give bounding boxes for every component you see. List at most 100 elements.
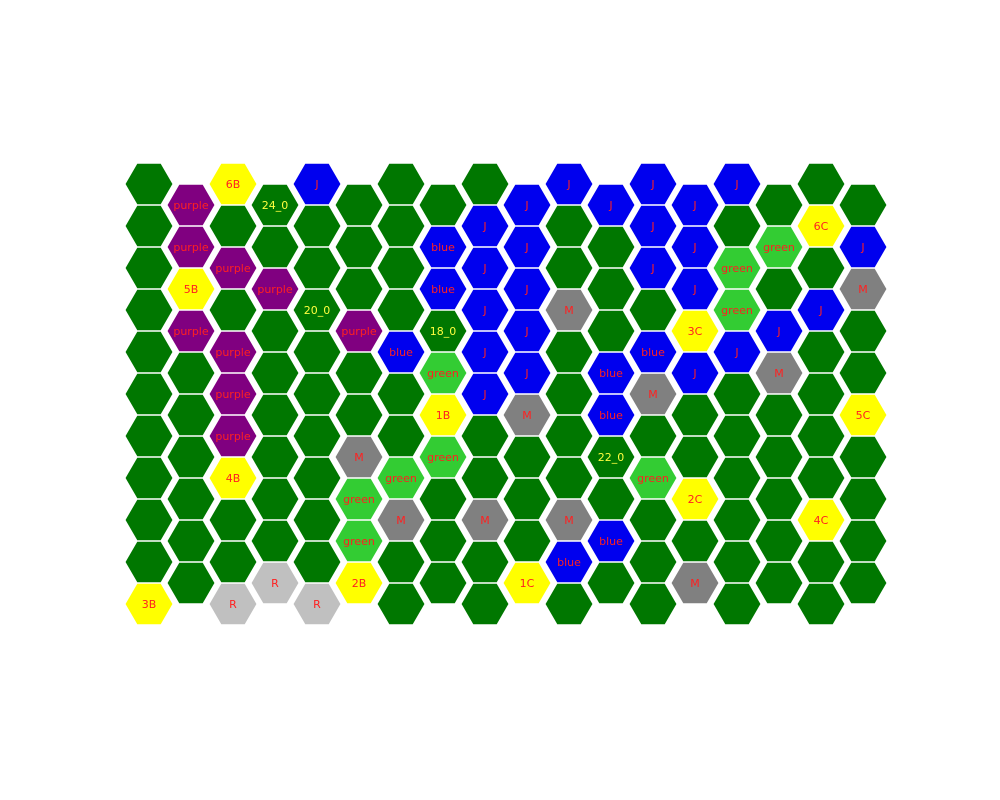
hex-tile-forest[interactable]: [376, 582, 426, 626]
hex-tile-yellow[interactable]: [334, 561, 384, 605]
hex-tile-gray[interactable]: [670, 561, 720, 605]
hex-tile-forest[interactable]: [502, 435, 552, 479]
hex-tile-forest[interactable]: [124, 330, 174, 374]
hex-tile-forest[interactable]: [670, 519, 720, 563]
hex-tile-forest[interactable]: [292, 414, 342, 458]
hex-tile-forest[interactable]: [544, 372, 594, 416]
hex-tile-forest[interactable]: [208, 498, 258, 542]
hex-tile-forest[interactable]: [250, 225, 300, 269]
hex-tile-forest[interactable]: [292, 540, 342, 584]
hex-tile-forest[interactable]: [250, 435, 300, 479]
hex-tile-silver[interactable]: [250, 561, 300, 605]
hex-tile-forest[interactable]: [712, 372, 762, 416]
hex-tile-forest[interactable]: [292, 498, 342, 542]
hex-tile-forest[interactable]: [418, 477, 468, 521]
hex-tile-forest[interactable]: [376, 540, 426, 584]
hex-tile-forest[interactable]: [166, 477, 216, 521]
hex-tile-forest[interactable]: [628, 498, 678, 542]
hex-tile-forest[interactable]: [502, 519, 552, 563]
hex-tile-forest[interactable]: [124, 540, 174, 584]
hex-tile-forest[interactable]: [586, 225, 636, 269]
hex-tile-forest[interactable]: [796, 246, 846, 290]
hex-tile-forest[interactable]: [124, 414, 174, 458]
hex-tile-forest[interactable]: [796, 582, 846, 626]
hex-tile-forest[interactable]: [838, 309, 888, 353]
hex-tile-yellow[interactable]: [124, 582, 174, 626]
hex-tile-forest[interactable]: [376, 414, 426, 458]
hex-tile-forest[interactable]: [334, 225, 384, 269]
hex-tile-forest[interactable]: [628, 540, 678, 584]
hex-tile-forest[interactable]: [334, 267, 384, 311]
hex-tile-forest[interactable]: [628, 582, 678, 626]
hex-tile-forest[interactable]: [712, 498, 762, 542]
hex-tile-forest[interactable]: [292, 246, 342, 290]
hex-tile-forest[interactable]: [586, 267, 636, 311]
hex-tile-forest[interactable]: [796, 456, 846, 500]
hex-tile-forest[interactable]: [292, 372, 342, 416]
hex-tile-forest[interactable]: [796, 162, 846, 206]
hex-tile-forest[interactable]: [166, 393, 216, 437]
hex-tile-forest[interactable]: [376, 288, 426, 332]
hex-tile-forest[interactable]: [418, 183, 468, 227]
hex-tile-silver[interactable]: [208, 582, 258, 626]
hex-tile-forest[interactable]: [334, 393, 384, 437]
hex-tile-forest[interactable]: [460, 414, 510, 458]
hex-tile-forest[interactable]: [544, 456, 594, 500]
hex-tile-forest[interactable]: [544, 414, 594, 458]
hex-tile-forest[interactable]: [292, 330, 342, 374]
hex-tile-silver[interactable]: [292, 582, 342, 626]
hex-tile-forest[interactable]: [166, 519, 216, 563]
hex-tile-forest[interactable]: [754, 477, 804, 521]
hex-tile-forest[interactable]: [250, 309, 300, 353]
hex-tile-forest[interactable]: [586, 561, 636, 605]
hex-tile-forest[interactable]: [796, 540, 846, 584]
hex-tile-forest[interactable]: [838, 183, 888, 227]
hex-tile-forest[interactable]: [502, 477, 552, 521]
hex-tile-forest[interactable]: [544, 582, 594, 626]
hex-tile-forest[interactable]: [838, 435, 888, 479]
hex-tile-forest[interactable]: [544, 330, 594, 374]
hex-tile-forest[interactable]: [124, 456, 174, 500]
hex-tile-forest[interactable]: [166, 435, 216, 479]
hex-tile-forest[interactable]: [124, 372, 174, 416]
hex-tile-forest[interactable]: [250, 519, 300, 563]
hex-tile-forest[interactable]: [376, 162, 426, 206]
hex-tile-forest[interactable]: [334, 183, 384, 227]
hex-tile-forest[interactable]: [670, 435, 720, 479]
hex-tile-forest[interactable]: [796, 414, 846, 458]
hex-tile-forest[interactable]: [754, 393, 804, 437]
hex-tile-forest[interactable]: [376, 204, 426, 248]
hex-tile-forest[interactable]: [124, 288, 174, 332]
hex-tile-forest[interactable]: [418, 519, 468, 563]
hex-tile-forest[interactable]: [124, 162, 174, 206]
hex-tile-forest[interactable]: [250, 351, 300, 395]
hex-tile-forest[interactable]: [124, 498, 174, 542]
hex-tile-forest[interactable]: [544, 246, 594, 290]
hex-tile-forest[interactable]: [796, 330, 846, 374]
hex-tile-forest[interactable]: [334, 351, 384, 395]
hex-tile-forest[interactable]: [376, 246, 426, 290]
hex-tile-forest[interactable]: [838, 477, 888, 521]
hex-tile-forest[interactable]: [712, 204, 762, 248]
hex-tile-yellow[interactable]: [502, 561, 552, 605]
hex-tile-forest[interactable]: [460, 162, 510, 206]
hex-tile-forest[interactable]: [124, 246, 174, 290]
hex-tile-forest[interactable]: [586, 309, 636, 353]
hex-tile-forest[interactable]: [754, 435, 804, 479]
hex-tile-forest[interactable]: [460, 456, 510, 500]
hex-tile-forest[interactable]: [670, 393, 720, 437]
hex-tile-forest[interactable]: [418, 561, 468, 605]
hex-tile-forest[interactable]: [838, 519, 888, 563]
hex-tile-forest[interactable]: [208, 288, 258, 332]
hex-tile-forest[interactable]: [124, 204, 174, 248]
hex-tile-forest[interactable]: [166, 561, 216, 605]
hex-tile-forest[interactable]: [754, 267, 804, 311]
hex-tile-forest[interactable]: [712, 456, 762, 500]
hex-tile-forest[interactable]: [166, 351, 216, 395]
hex-tile-forest[interactable]: [376, 372, 426, 416]
hex-tile-forest[interactable]: [460, 582, 510, 626]
hex-tile-forest[interactable]: [838, 561, 888, 605]
hex-tile-forest[interactable]: [628, 414, 678, 458]
hex-tile-forest[interactable]: [796, 372, 846, 416]
hex-tile-forest[interactable]: [754, 519, 804, 563]
